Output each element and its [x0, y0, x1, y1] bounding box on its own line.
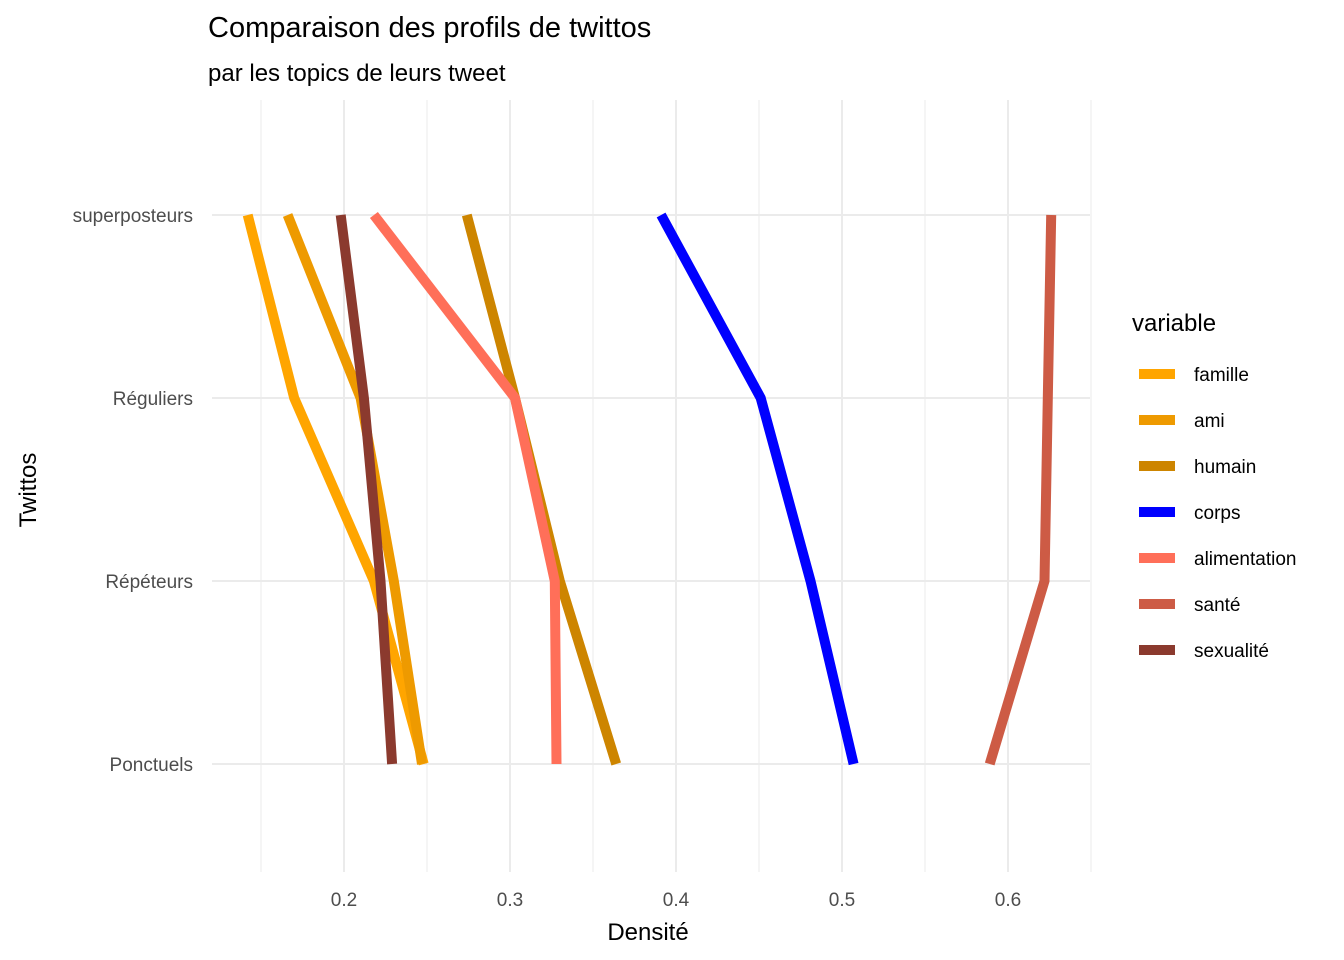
y-tick-label: Répéteurs [105, 572, 193, 593]
legend: variable famille ami humain corps alimentati… [1132, 310, 1296, 662]
legend-label: ami [1194, 411, 1225, 432]
legend-label: famille [1194, 365, 1249, 386]
chart-subtitle: par les topics de leurs tweet [208, 60, 506, 87]
x-tick-label: 0.5 [829, 890, 855, 911]
legend-label: humain [1194, 457, 1256, 478]
x-tick-label: 0.6 [995, 890, 1021, 911]
series-line-humain [461, 213, 621, 766]
x-axis-title: Densité [607, 919, 688, 946]
chart-title: Comparaison des profils de twittos [208, 12, 652, 44]
series-lines [242, 211, 1057, 766]
series-line-sexualité [335, 214, 398, 765]
y-tick-label: Réguliers [113, 389, 193, 410]
y-axis-title: Twittos [15, 453, 42, 528]
x-axis: 0.2 0.3 0.4 0.5 0.6 [331, 890, 1021, 911]
legend-label: santé [1194, 595, 1240, 616]
legend-item-famille: famille [1139, 365, 1249, 386]
legend-label: corps [1194, 503, 1240, 524]
legend-item-alimentation: alimentation [1139, 549, 1296, 570]
series-line-famille [242, 213, 429, 766]
series-line-corps [656, 212, 859, 766]
y-axis: superposteurs Réguliers Répéteurs Ponctuels [73, 206, 193, 776]
y-tick-label: Ponctuels [110, 755, 193, 776]
x-tick-label: 0.3 [497, 890, 523, 911]
legend-item-santé: santé [1139, 595, 1240, 616]
legend-label: sexualité [1194, 641, 1269, 662]
legend-item-sexualité: sexualité [1139, 641, 1269, 662]
legend-label: alimentation [1194, 549, 1296, 570]
y-tick-label: superposteurs [73, 206, 193, 227]
legend-item-humain: humain [1139, 457, 1256, 478]
legend-item-ami: ami [1139, 411, 1225, 432]
series-line-alimentation [369, 211, 562, 765]
legend-item-corps: corps [1139, 503, 1240, 524]
legend-title: variable [1132, 310, 1216, 337]
x-tick-label: 0.4 [663, 890, 690, 911]
x-tick-label: 0.2 [331, 890, 357, 911]
series-line-santé [984, 214, 1057, 766]
